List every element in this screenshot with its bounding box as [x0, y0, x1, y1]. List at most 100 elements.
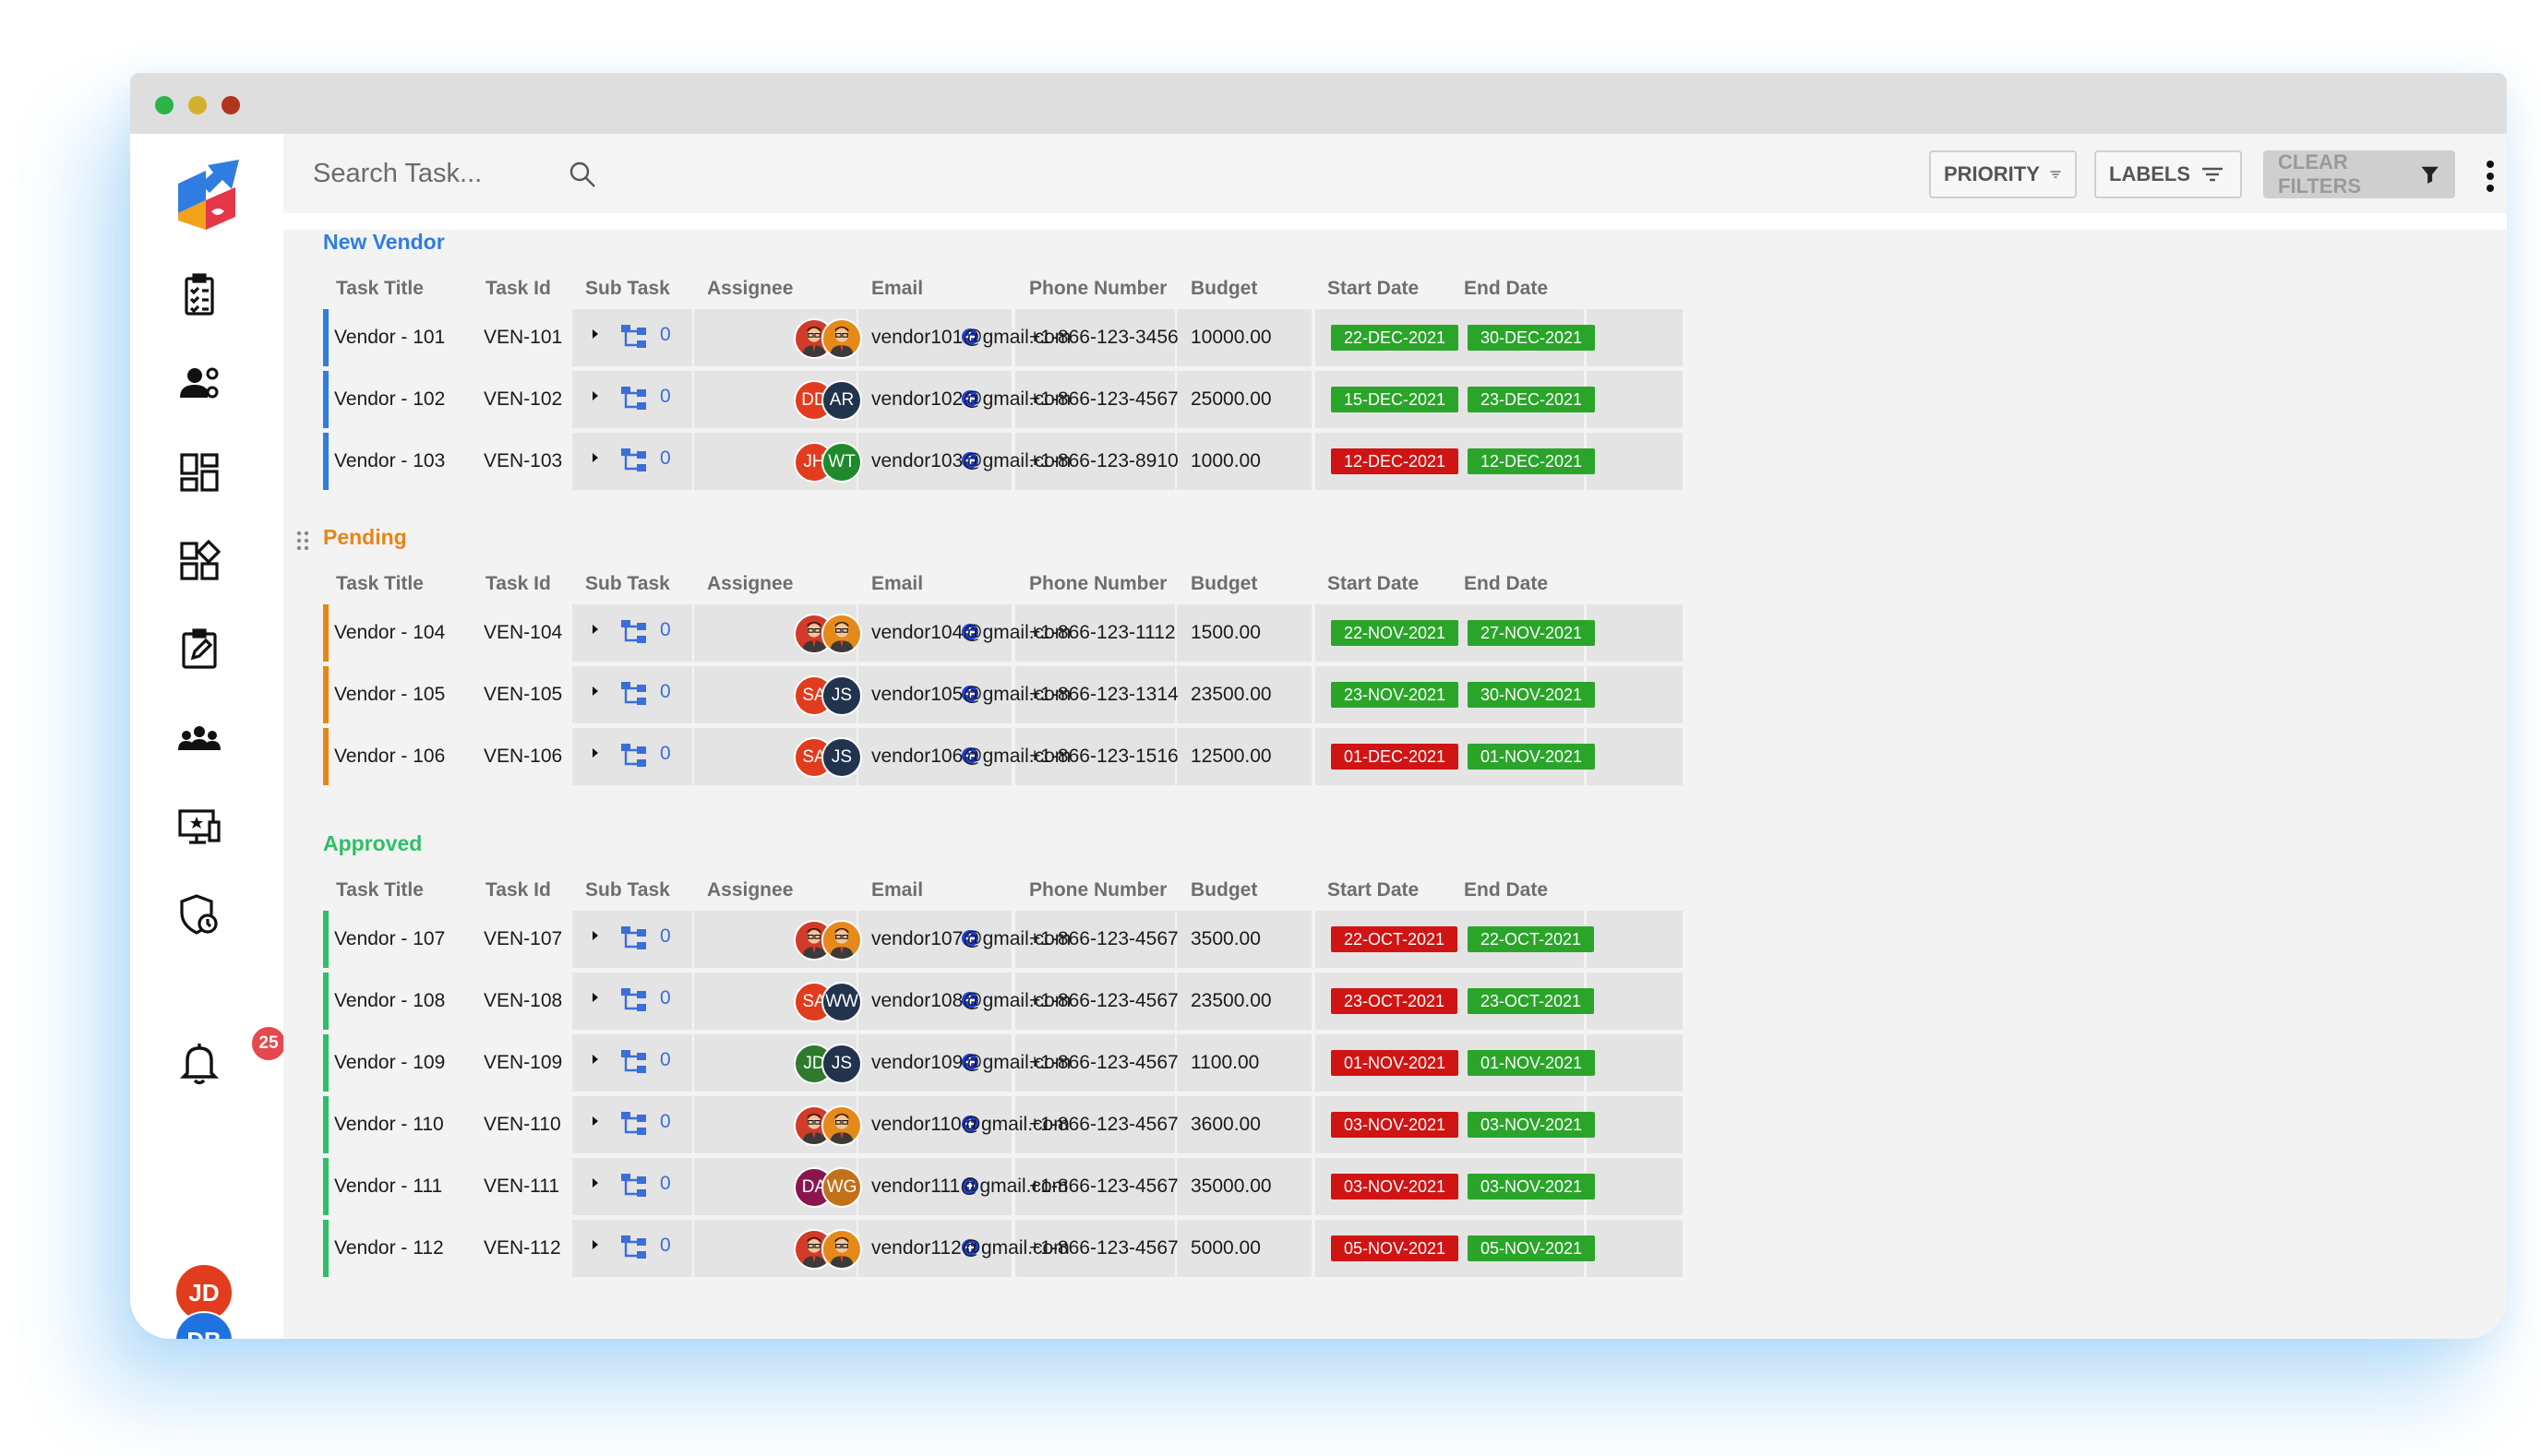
column-header[interactable]: Start Date: [1327, 573, 1420, 594]
column-header[interactable]: Sub Task: [585, 278, 670, 299]
task-row[interactable]: Vendor - 111 VEN-111 0 DA WG vendor111@gma…: [323, 1158, 2480, 1215]
task-title[interactable]: Vendor - 103: [334, 450, 446, 471]
assignee-initials-avatar[interactable]: WG: [821, 1167, 862, 1208]
subtask-count[interactable]: 0: [660, 1049, 671, 1070]
labels-filter-button[interactable]: LABELS: [2094, 150, 2242, 198]
assignee-avatars[interactable]: SA JS: [794, 737, 877, 778]
widgets-icon[interactable]: [176, 538, 222, 584]
window-close-button[interactable]: [222, 96, 240, 114]
column-header[interactable]: Assignee: [707, 573, 794, 594]
expand-caret-icon[interactable]: [591, 1053, 600, 1066]
notifications-bell-icon[interactable]: 25: [171, 1025, 287, 1090]
expand-caret-icon[interactable]: [591, 1115, 600, 1128]
column-header[interactable]: End Date: [1464, 879, 1549, 901]
end-date-tag[interactable]: 03-NOV-2021: [1468, 1174, 1596, 1199]
start-date-tag[interactable]: 23-OCT-2021: [1331, 988, 1458, 1014]
task-title[interactable]: Vendor - 104: [334, 622, 446, 643]
start-date-tag[interactable]: 23-NOV-2021: [1331, 682, 1459, 708]
column-header[interactable]: Sub Task: [585, 573, 670, 594]
task-title[interactable]: Vendor - 110: [334, 1114, 444, 1135]
column-header[interactable]: Task Title: [336, 879, 424, 901]
end-date-tag[interactable]: 30-NOV-2021: [1468, 682, 1596, 708]
end-date-tag[interactable]: 22-OCT-2021: [1468, 926, 1595, 952]
task-row[interactable]: Vendor - 112 VEN-112 0 vendor112@gmail.co…: [323, 1220, 2480, 1277]
end-date-tag[interactable]: 27-NOV-2021: [1468, 620, 1596, 646]
column-header[interactable]: Start Date: [1327, 879, 1420, 901]
column-header[interactable]: Budget: [1191, 278, 1258, 299]
add-assignee-icon[interactable]: [961, 991, 979, 1009]
start-date-tag[interactable]: 05-NOV-2021: [1331, 1235, 1459, 1261]
assignee-avatars[interactable]: JH WT: [794, 442, 877, 483]
security-shield-icon[interactable]: [176, 892, 222, 938]
column-header[interactable]: Budget: [1191, 879, 1258, 901]
add-assignee-icon[interactable]: [961, 1115, 979, 1133]
start-date-tag[interactable]: 12-DEC-2021: [1331, 448, 1459, 474]
assignee-initials-avatar[interactable]: JS: [821, 675, 862, 716]
assignee-photo-avatar[interactable]: [821, 318, 862, 359]
add-assignee-icon[interactable]: [961, 746, 979, 765]
start-date-tag[interactable]: 22-OCT-2021: [1331, 926, 1458, 952]
assignee-avatars[interactable]: JD JS: [794, 1044, 877, 1084]
assignee-initials-avatar[interactable]: WT: [821, 442, 862, 483]
task-title[interactable]: Vendor - 105: [334, 684, 446, 705]
expand-caret-icon[interactable]: [591, 991, 600, 1004]
task-title[interactable]: Vendor - 109: [334, 1052, 446, 1073]
column-header[interactable]: Phone Number: [1029, 573, 1168, 594]
user-avatar-db[interactable]: DB: [174, 1311, 234, 1339]
expand-caret-icon[interactable]: [591, 623, 600, 636]
task-row[interactable]: Vendor - 101 VEN-101 0 vendor101@gmail.co…: [323, 309, 2480, 366]
task-title[interactable]: Vendor - 102: [334, 388, 446, 410]
tasks-icon[interactable]: [176, 272, 222, 318]
end-date-tag[interactable]: 23-OCT-2021: [1468, 988, 1595, 1014]
subtask-count[interactable]: 0: [660, 743, 671, 764]
task-row[interactable]: Vendor - 109 VEN-109 0 JD JS vendor109@gma…: [323, 1034, 2480, 1092]
expand-caret-icon[interactable]: [591, 389, 600, 402]
assignee-initials-avatar[interactable]: WW: [821, 982, 862, 1022]
assignee-avatars[interactable]: [794, 318, 877, 359]
add-assignee-icon[interactable]: [961, 1053, 979, 1071]
end-date-tag[interactable]: 01-NOV-2021: [1468, 1050, 1596, 1076]
expand-caret-icon[interactable]: [591, 328, 600, 340]
user-settings-icon[interactable]: [176, 361, 222, 407]
subtask-count[interactable]: 0: [660, 324, 671, 345]
assignee-avatars[interactable]: [794, 920, 877, 961]
assignee-photo-avatar[interactable]: [821, 1105, 862, 1146]
expand-caret-icon[interactable]: [591, 929, 600, 942]
start-date-tag[interactable]: 22-NOV-2021: [1331, 620, 1459, 646]
column-header[interactable]: Task Title: [336, 278, 424, 299]
column-header[interactable]: Email: [871, 879, 924, 901]
task-row[interactable]: Vendor - 104 VEN-104 0 vendor104@gmail.co…: [323, 604, 2480, 662]
window-maximize-button[interactable]: [155, 96, 174, 114]
task-title[interactable]: Vendor - 111: [334, 1176, 443, 1197]
task-title[interactable]: Vendor - 112: [334, 1237, 444, 1259]
column-header[interactable]: Task Id: [485, 573, 551, 594]
assignee-avatars[interactable]: DA WG: [794, 1167, 877, 1208]
start-date-tag[interactable]: 01-DEC-2021: [1331, 744, 1459, 770]
task-title[interactable]: Vendor - 107: [334, 928, 446, 949]
end-date-tag[interactable]: 05-NOV-2021: [1468, 1235, 1596, 1261]
add-assignee-icon[interactable]: [961, 685, 979, 703]
more-options-icon[interactable]: [2486, 160, 2495, 193]
assignee-initials-avatar[interactable]: JS: [821, 1044, 862, 1084]
column-header[interactable]: Start Date: [1327, 278, 1420, 299]
subtask-count[interactable]: 0: [660, 1173, 671, 1194]
column-header[interactable]: End Date: [1464, 278, 1549, 299]
priority-filter-button[interactable]: PRIORITY: [1929, 150, 2077, 198]
column-header[interactable]: Email: [871, 573, 924, 594]
end-date-tag[interactable]: 12-DEC-2021: [1468, 448, 1596, 474]
add-assignee-icon[interactable]: [961, 389, 979, 408]
assignee-avatars[interactable]: SA WW: [794, 982, 877, 1022]
featured-display-icon[interactable]: [176, 804, 222, 850]
end-date-tag[interactable]: 23-DEC-2021: [1468, 387, 1596, 412]
subtask-count[interactable]: 0: [660, 1111, 671, 1132]
task-row[interactable]: Vendor - 110 VEN-110 0 vendor110@gmail.co…: [323, 1096, 2480, 1153]
dashboard-icon[interactable]: [176, 449, 222, 495]
column-header[interactable]: Phone Number: [1029, 879, 1168, 901]
column-header[interactable]: Budget: [1191, 573, 1258, 594]
assignee-avatars[interactable]: [794, 1229, 877, 1270]
search-icon[interactable]: [568, 160, 597, 189]
subtask-count[interactable]: 0: [660, 925, 671, 947]
assignee-photo-avatar[interactable]: [821, 1229, 862, 1270]
task-row[interactable]: Vendor - 103 VEN-103 0 JH WT vendor103@gma…: [323, 433, 2480, 490]
task-title[interactable]: Vendor - 106: [334, 746, 446, 767]
